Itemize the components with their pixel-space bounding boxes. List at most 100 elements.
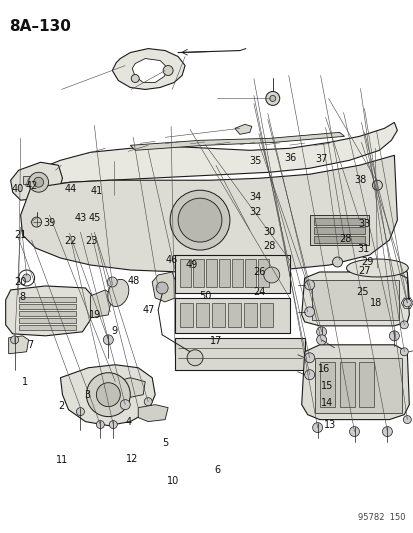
Ellipse shape — [28, 172, 48, 192]
FancyBboxPatch shape — [358, 362, 373, 407]
Text: 38: 38 — [354, 175, 366, 185]
Ellipse shape — [304, 370, 314, 379]
Ellipse shape — [349, 426, 358, 437]
Text: 7: 7 — [27, 340, 33, 350]
Text: 46: 46 — [165, 255, 178, 265]
FancyBboxPatch shape — [257, 259, 268, 287]
FancyBboxPatch shape — [218, 259, 229, 287]
FancyBboxPatch shape — [192, 259, 204, 287]
FancyBboxPatch shape — [228, 303, 240, 327]
Text: 50: 50 — [199, 291, 211, 301]
Polygon shape — [301, 272, 408, 326]
Ellipse shape — [96, 383, 120, 407]
Text: 36: 36 — [284, 153, 296, 163]
Ellipse shape — [107, 279, 128, 306]
Text: 3: 3 — [84, 390, 90, 400]
Ellipse shape — [86, 373, 130, 417]
Text: 16: 16 — [317, 364, 330, 374]
Text: 9: 9 — [111, 326, 117, 336]
FancyBboxPatch shape — [314, 358, 401, 413]
FancyBboxPatch shape — [180, 303, 192, 327]
Ellipse shape — [316, 327, 326, 337]
Text: 42: 42 — [25, 181, 38, 191]
FancyBboxPatch shape — [19, 304, 76, 309]
Polygon shape — [138, 405, 168, 422]
Ellipse shape — [170, 190, 229, 250]
Ellipse shape — [163, 66, 173, 76]
FancyBboxPatch shape — [244, 259, 255, 287]
Text: 26: 26 — [253, 267, 266, 277]
Polygon shape — [115, 378, 145, 398]
Ellipse shape — [187, 350, 202, 366]
Text: 37: 37 — [315, 154, 327, 164]
Ellipse shape — [107, 277, 117, 287]
Text: 8: 8 — [19, 292, 25, 302]
FancyBboxPatch shape — [19, 297, 76, 302]
Ellipse shape — [131, 75, 139, 83]
Ellipse shape — [265, 92, 279, 106]
Ellipse shape — [103, 335, 113, 345]
Text: 12: 12 — [126, 454, 138, 464]
Text: 18: 18 — [369, 297, 381, 308]
Text: 21: 21 — [14, 230, 26, 240]
FancyBboxPatch shape — [175, 255, 289, 293]
Text: 32: 32 — [249, 207, 261, 217]
Text: 28: 28 — [263, 241, 275, 251]
Ellipse shape — [348, 270, 405, 320]
Text: 30: 30 — [263, 228, 275, 238]
FancyBboxPatch shape — [19, 318, 76, 323]
Polygon shape — [112, 49, 185, 90]
Polygon shape — [90, 290, 112, 318]
Ellipse shape — [31, 217, 41, 227]
FancyBboxPatch shape — [259, 303, 272, 327]
FancyBboxPatch shape — [243, 303, 256, 327]
Polygon shape — [344, 268, 408, 322]
Ellipse shape — [96, 421, 104, 429]
Text: 5: 5 — [161, 438, 168, 448]
Text: 47: 47 — [143, 305, 155, 315]
Text: 95782  150: 95782 150 — [357, 513, 404, 522]
FancyBboxPatch shape — [206, 259, 216, 287]
FancyBboxPatch shape — [311, 280, 399, 320]
Polygon shape — [9, 336, 28, 354]
Ellipse shape — [11, 336, 19, 344]
Ellipse shape — [402, 299, 411, 307]
Ellipse shape — [109, 421, 117, 429]
FancyBboxPatch shape — [231, 259, 242, 287]
Polygon shape — [24, 123, 396, 190]
Text: 22: 22 — [64, 236, 76, 246]
Text: 19: 19 — [88, 310, 101, 320]
Text: 41: 41 — [90, 186, 102, 196]
Text: 27: 27 — [358, 266, 370, 276]
Ellipse shape — [269, 95, 275, 101]
FancyBboxPatch shape — [313, 218, 365, 225]
Text: 14: 14 — [320, 398, 333, 408]
Text: 44: 44 — [64, 184, 77, 194]
Text: 33: 33 — [358, 219, 370, 229]
Text: 8A–130: 8A–130 — [9, 19, 70, 34]
Polygon shape — [234, 124, 251, 134]
FancyBboxPatch shape — [180, 259, 190, 287]
FancyBboxPatch shape — [309, 215, 368, 245]
Text: 48: 48 — [127, 277, 139, 286]
Text: 6: 6 — [214, 465, 220, 474]
FancyBboxPatch shape — [313, 236, 365, 243]
Ellipse shape — [156, 282, 168, 294]
Polygon shape — [130, 132, 344, 150]
Text: 24: 24 — [253, 287, 266, 297]
Text: 40: 40 — [12, 184, 24, 194]
Ellipse shape — [304, 280, 314, 290]
Text: 45: 45 — [88, 213, 101, 223]
Ellipse shape — [399, 348, 407, 356]
Text: 49: 49 — [185, 261, 197, 270]
Polygon shape — [301, 345, 408, 419]
FancyBboxPatch shape — [211, 255, 219, 271]
Text: 13: 13 — [323, 420, 335, 430]
Ellipse shape — [389, 331, 399, 341]
Polygon shape — [132, 59, 168, 83]
Text: 10: 10 — [166, 477, 179, 486]
Text: 25: 25 — [356, 287, 368, 297]
Text: 31: 31 — [356, 245, 368, 254]
Polygon shape — [152, 272, 175, 302]
Ellipse shape — [33, 177, 43, 187]
